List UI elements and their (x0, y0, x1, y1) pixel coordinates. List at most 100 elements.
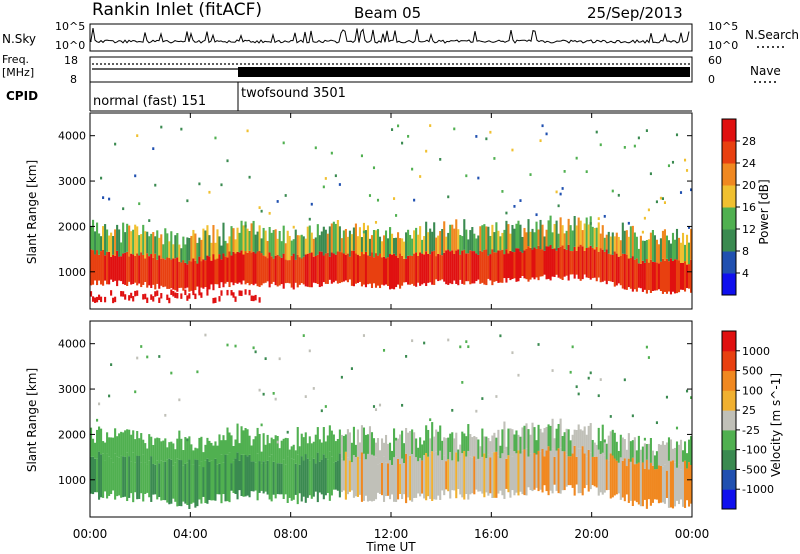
power-cell (188, 293, 191, 299)
power-cell (138, 235, 141, 256)
power-cell (503, 254, 506, 279)
velocity-cell (421, 460, 424, 494)
power-cell (563, 248, 566, 277)
power-cell (270, 232, 273, 257)
power-cell (252, 295, 255, 302)
power-cell (362, 254, 366, 285)
power-cell (266, 240, 269, 259)
power-cell (208, 190, 211, 194)
velocity-cell (280, 440, 283, 464)
velocity-cell (441, 440, 444, 461)
velocity-cell (685, 453, 689, 469)
power-cell (226, 289, 229, 296)
velocity-cell (172, 443, 175, 466)
velocity-cell (517, 434, 520, 451)
velocity-cell (485, 436, 488, 459)
power-cell (346, 253, 349, 283)
power-cell (260, 209, 263, 213)
velocity-cell (142, 454, 145, 502)
x-tick-label: 20:00 (574, 527, 609, 541)
power-cell (110, 232, 113, 257)
power-cell (571, 230, 574, 252)
velocity-cell (350, 367, 353, 370)
velocity-cell (268, 456, 271, 500)
velocity-cell (453, 438, 456, 461)
power-cell (198, 182, 201, 186)
power-cell (348, 256, 351, 280)
velocity-cell (495, 437, 498, 452)
colorbar-swatch (722, 390, 736, 411)
power-cell (172, 244, 175, 259)
nave-block (238, 67, 690, 77)
power-cell (435, 237, 438, 257)
power-cell (180, 262, 183, 288)
power-cell (407, 134, 410, 138)
velocity-cell (479, 446, 482, 460)
velocity-cell (595, 456, 598, 488)
power-cell (565, 230, 568, 250)
velocity-cell (182, 450, 185, 466)
power-cell (683, 261, 687, 292)
power-cell (527, 219, 530, 247)
velocity-cell (276, 436, 279, 464)
power-cell (511, 251, 514, 280)
power-cell (200, 292, 203, 298)
power-cell (368, 256, 372, 284)
power-cell (202, 259, 205, 289)
power-cell (388, 227, 392, 231)
velocity-cell (286, 456, 289, 503)
velocity-cell (168, 442, 171, 459)
power-cell (304, 238, 307, 255)
power-cell (581, 230, 584, 247)
power-cell (495, 252, 498, 282)
velocity-cell (623, 378, 626, 382)
velocity-cell (162, 440, 165, 462)
velocity-cell (358, 442, 361, 460)
velocity-cell (316, 452, 319, 503)
velocity-cell (439, 425, 442, 451)
velocity-cell (334, 441, 337, 462)
velocity-cell (356, 429, 359, 457)
power-cell (677, 260, 681, 293)
velocity-cell (138, 438, 141, 456)
velocity-cell (320, 409, 323, 413)
power-cell (338, 226, 341, 252)
power-cell (667, 261, 671, 292)
power-cell (372, 230, 376, 258)
velocity-cell (465, 436, 468, 457)
power-cell (605, 249, 608, 285)
velocity-cell (571, 345, 574, 349)
power-cell (617, 193, 620, 197)
power-cell (148, 236, 151, 257)
power-cell (152, 232, 155, 258)
power-cell (563, 233, 566, 249)
colorbar-swatch (722, 229, 736, 252)
x-tick-label: 00:00 (73, 527, 108, 541)
power-cell (687, 242, 691, 265)
velocity-cell (499, 458, 502, 491)
velocity-cell (601, 427, 604, 453)
y-tick-label: 3000 (58, 383, 86, 396)
power-cell (126, 251, 129, 287)
power-cell (186, 237, 189, 265)
velocity-cell (619, 434, 622, 458)
power-cell (681, 262, 685, 290)
velocity-cell (268, 443, 271, 457)
power-cell (92, 296, 95, 302)
power-cell (334, 254, 337, 281)
y-tick-label: 1000 (58, 474, 86, 487)
power-cell (192, 229, 195, 259)
velocity-cell (132, 430, 135, 453)
power-cell (473, 251, 476, 284)
power-cell (493, 157, 496, 160)
power-cell (475, 135, 478, 138)
power-cell (316, 254, 319, 284)
power-cell (170, 259, 173, 289)
velocity-cell (627, 433, 630, 459)
power-cell (443, 252, 446, 282)
power-cell (192, 289, 195, 296)
power-cell (336, 220, 339, 252)
power-cell (102, 226, 105, 250)
power-cell (204, 260, 207, 288)
